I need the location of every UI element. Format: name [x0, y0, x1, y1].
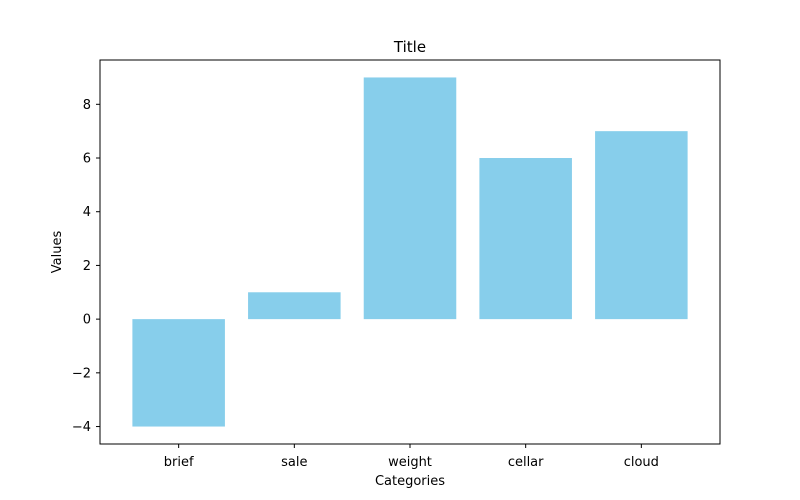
- x-axis: brief sale weight cellar cloud: [164, 444, 659, 470]
- bar-cellar: [479, 158, 572, 320]
- y-tick-label: −2: [72, 366, 91, 381]
- y-axis: −4 −2 0 2 4 6 8: [72, 98, 100, 435]
- y-axis-label: Values: [50, 231, 65, 274]
- bars-layer: [132, 77, 688, 427]
- chart-title: Title: [393, 38, 426, 56]
- x-tick-label: sale: [281, 455, 307, 470]
- x-tick-label: brief: [164, 455, 194, 470]
- bar-brief: [132, 319, 225, 427]
- y-tick-label: −4: [72, 420, 91, 435]
- bar-weight: [363, 77, 457, 320]
- y-tick-label: 4: [83, 205, 91, 220]
- y-tick-label: 0: [83, 313, 91, 328]
- x-tick-label: weight: [388, 455, 432, 470]
- bar-cloud: [595, 131, 688, 320]
- x-tick-label: cellar: [508, 455, 544, 470]
- y-tick-label: 6: [83, 152, 91, 167]
- y-tick-label: 2: [83, 259, 91, 274]
- bar-sale: [248, 292, 341, 320]
- x-tick-label: cloud: [624, 455, 659, 470]
- y-tick-label: 8: [83, 98, 91, 113]
- x-axis-label: Categories: [375, 474, 445, 489]
